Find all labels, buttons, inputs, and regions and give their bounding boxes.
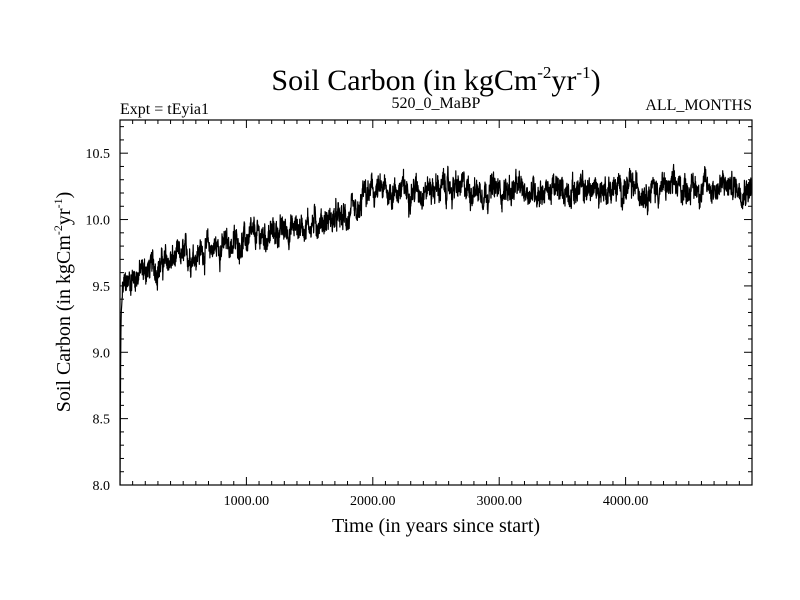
y-axis-label: Soil Carbon (in kgCm-2yr-1) [51, 192, 75, 413]
x-axis-label: Time (in years since start) [332, 515, 540, 537]
y-axis-label-end: ) [53, 192, 75, 199]
plot-frame [119, 119, 753, 486]
series-line-soil-carbon [120, 163, 752, 485]
chart-title-sup1: -2 [537, 63, 551, 82]
axis-tick-labels: 1000.00 2000.00 3000.00 4000.00 8.0 8.5 9.0 9.5… [86, 147, 649, 509]
y-tick-label: 8.5 [93, 413, 111, 428]
y-tick-label: 8.0 [93, 479, 111, 494]
axis-ticks [120, 120, 752, 485]
y-axis-label-mid: yr [53, 208, 75, 225]
y-axis-label-main: Soil Carbon (in kgCm [53, 235, 75, 413]
x-tick-label: 4000.00 [603, 494, 649, 509]
chart-title-end: ) [591, 64, 601, 97]
y-tick-label: 10.0 [86, 214, 111, 229]
subtitle-experiment: Expt = tEyia1 [120, 101, 209, 118]
x-tick-label: 2000.00 [350, 494, 396, 509]
x-tick-label: 1000.00 [224, 494, 270, 509]
chart-title-mid: yr [551, 64, 576, 97]
chart-title: Soil Carbon (in kgCm-2yr-1) [271, 63, 600, 97]
chart-title-main: Soil Carbon (in kgCm [271, 64, 537, 97]
y-axis-label-sup2: -1 [51, 198, 65, 208]
x-tick-label: 3000.00 [476, 494, 522, 509]
y-tick-label: 10.5 [86, 147, 111, 162]
y-tick-label: 9.5 [93, 280, 111, 295]
chart-title-sup2: -1 [576, 63, 590, 82]
y-tick-label: 9.0 [93, 346, 111, 361]
subtitle-months: ALL_MONTHS [645, 97, 752, 114]
subtitle-period: 520_0_MaBP [392, 95, 481, 112]
y-axis-label-sup1: -2 [51, 225, 65, 235]
